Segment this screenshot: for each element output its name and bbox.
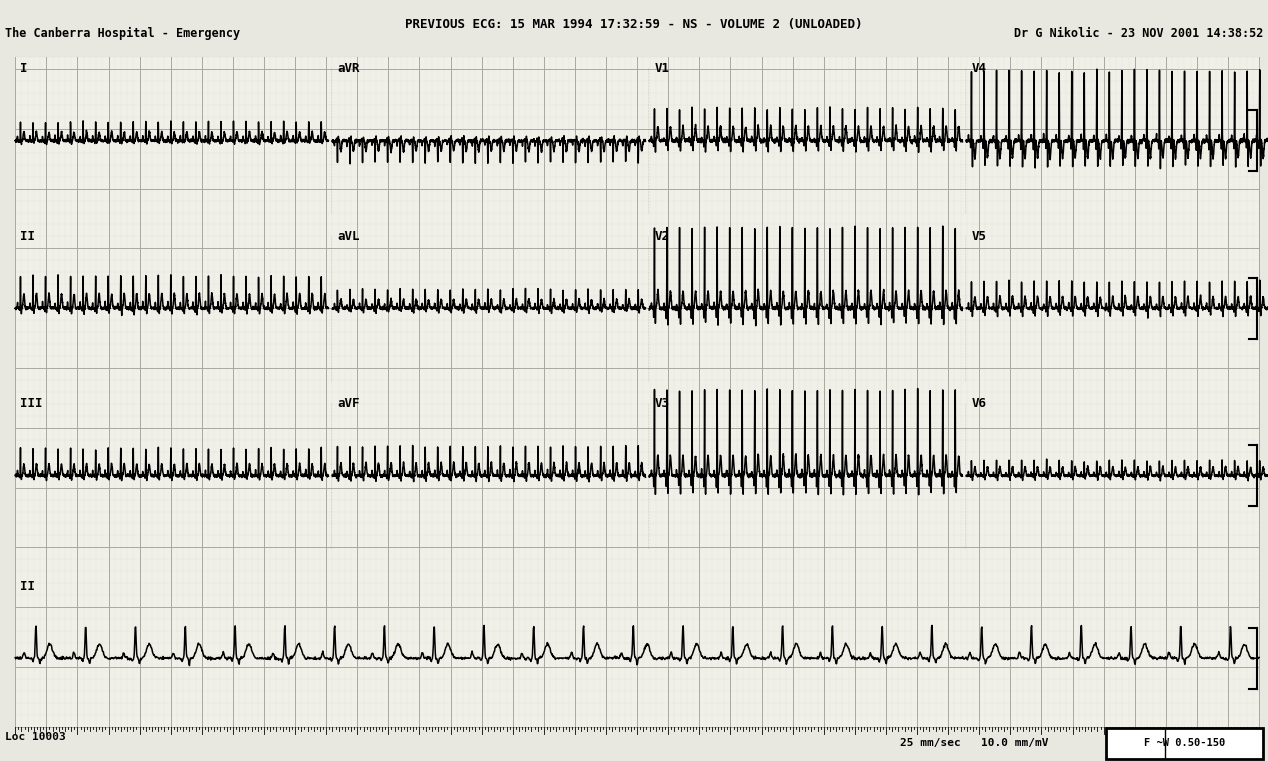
Text: PREVIOUS ECG: 15 MAR 1994 17:32:59 - NS - VOLUME 2 (UNLOADED): PREVIOUS ECG: 15 MAR 1994 17:32:59 - NS … [406, 18, 862, 31]
Text: II: II [20, 580, 36, 593]
Text: aVF: aVF [337, 397, 360, 410]
Text: V3: V3 [654, 397, 670, 410]
Text: aVR: aVR [337, 62, 360, 75]
Text: The Canberra Hospital - Emergency: The Canberra Hospital - Emergency [5, 27, 240, 40]
Text: V4: V4 [971, 62, 987, 75]
Text: V2: V2 [654, 230, 670, 243]
Text: F ~W 0.50-150: F ~W 0.50-150 [1144, 738, 1225, 749]
Bar [15, 57, 1259, 727]
Text: V5: V5 [971, 230, 987, 243]
Bar [1106, 728, 1263, 759]
Text: aVL: aVL [337, 230, 360, 243]
Text: Dr G Nikolic - 23 NOV 2001 14:38:52: Dr G Nikolic - 23 NOV 2001 14:38:52 [1013, 27, 1263, 40]
Text: V1: V1 [654, 62, 670, 75]
Text: II: II [20, 230, 36, 243]
Text: Loc 10003: Loc 10003 [5, 732, 66, 742]
Text: I: I [20, 62, 28, 75]
Text: V6: V6 [971, 397, 987, 410]
Text: 25 mm/sec   10.0 mm/mV: 25 mm/sec 10.0 mm/mV [900, 738, 1049, 748]
Text: III: III [20, 397, 43, 410]
